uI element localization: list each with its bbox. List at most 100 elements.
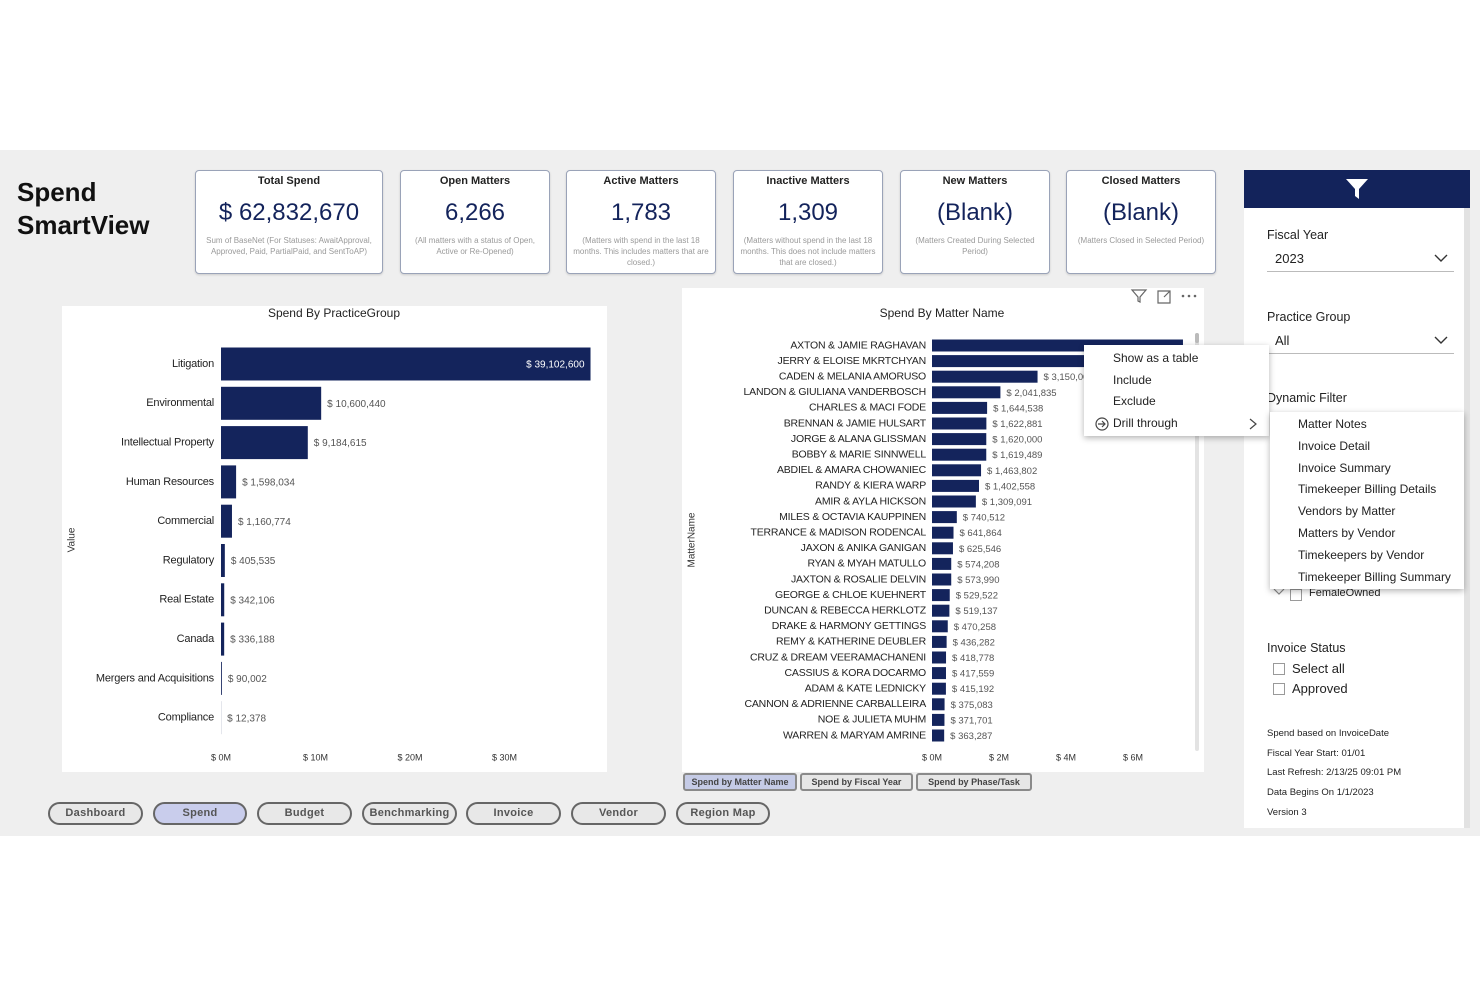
funnel (1346, 179, 1368, 199)
chevron (1434, 336, 1448, 344)
chevron-down (1434, 254, 1448, 262)
kpi-note: (Matters Closed in Selected Period) (1077, 236, 1205, 245)
submenu-item[interactable]: Vendors by Matter (1270, 501, 1464, 522)
kpi-value: 1,309 (777, 199, 839, 226)
kpi-note: Sum of BaseNet (For Statuses: AwaitAppro… (206, 236, 372, 256)
submenu-item[interactable]: Invoice Detail (1270, 436, 1464, 457)
funnel-icon (1346, 179, 1368, 199)
submenu-item-label: Matter Notes (1298, 417, 1367, 431)
checkbox-label: FemaleOwned (1309, 587, 1381, 599)
scrollbar-thumb (1195, 333, 1199, 343)
kpi-card: New Matters (Blank) (Matters Created Durin… (900, 170, 1050, 274)
submenu-item-label: Matters by Vendor (1298, 526, 1396, 540)
chevron-right (1249, 418, 1257, 430)
menu-item[interactable]: Exclude (1084, 391, 1269, 412)
submenu-arrow (1249, 418, 1257, 430)
kpi-value: (Blank) (936, 199, 1014, 226)
kpi-card: Total Spend $ 62,832,670 Sum of BaseNet (F… (195, 170, 383, 274)
more-icon (1181, 294, 1185, 298)
filter-icon (1130, 289, 1148, 303)
kpi-title: Closed Matters (1101, 175, 1181, 187)
filter-label: Invoice Status (1267, 641, 1346, 655)
menu-item-label: Show as a table (1113, 351, 1199, 365)
dropdown[interactable]: All (1267, 327, 1454, 354)
checkbox[interactable] (1273, 683, 1285, 695)
submenu-item-label: Timekeeper Billing Details (1298, 482, 1437, 497)
menu-item[interactable]: Show as a table (1084, 348, 1269, 369)
submenu-item-label: Timekeeper Billing Summary (1298, 569, 1451, 584)
kpi-title: Total Spend (257, 175, 321, 187)
submenu-item[interactable]: Invoice Summary (1270, 458, 1464, 479)
kpi-title: New Matters (942, 175, 1008, 187)
chart-view-button[interactable]: Spend by Fiscal Year (800, 773, 913, 791)
submenu-item[interactable]: Timekeeper Billing Details (1270, 479, 1464, 500)
submenu-item-label: Timekeepers by Vendor (1298, 547, 1425, 562)
chevron (1273, 588, 1285, 595)
checkbox-label: Select all (1292, 661, 1345, 676)
nav-tab[interactable]: Benchmarking (362, 802, 457, 825)
kpi-card: Open Matters 6,266 (All matters with a sta… (400, 170, 550, 274)
info-note: Version 3 (1267, 806, 1307, 818)
kpi-title: Active Matters (603, 175, 679, 187)
report-title: Spend SmartView (17, 177, 150, 240)
info-note: Spend based on InvoiceDate (1267, 728, 1390, 739)
focus-icon (1157, 290, 1171, 304)
checkbox-label: Approved (1292, 681, 1348, 696)
expand-chevron (1273, 588, 1285, 595)
menu-item[interactable]: Include (1084, 370, 1269, 391)
visual-header-icons (1130, 289, 1197, 304)
menu-item-label: Drill through (1113, 416, 1178, 431)
filter-label: Practice Group (1267, 310, 1351, 324)
submenu: Matter Notes Invoice Detail Invoice Summar… (1270, 412, 1464, 589)
nav-tab[interactable]: Dashboard (48, 802, 143, 825)
nav-tab[interactable]: Budget (257, 802, 352, 825)
dropdown-value: All (1275, 333, 1290, 348)
chart-view-button[interactable]: Spend by Matter Name (683, 773, 797, 791)
chevron (1434, 254, 1448, 262)
dropdown[interactable]: 2023 (1267, 245, 1454, 272)
submenu-item[interactable]: Matters by Vendor (1270, 523, 1464, 544)
kpi-note: (Matters without spend in the last 18 mo… (740, 236, 876, 267)
menu-item-label: Include (1113, 372, 1152, 387)
menu-item-label: Exclude (1113, 394, 1156, 409)
filter-pane-header (1244, 170, 1470, 208)
nav-tab[interactable]: Invoice (466, 802, 561, 825)
chart-panel (62, 306, 607, 772)
scrollbar (1195, 333, 1199, 751)
filter-label: Dynamic Filter (1267, 391, 1347, 405)
info-note: Data Begins On 1/1/2023 (1267, 787, 1374, 799)
checkbox[interactable] (1273, 663, 1285, 675)
dropdown-value: 2023 (1275, 251, 1304, 266)
context-menu: Show as a table Include Exclude Drill throu… (1084, 345, 1269, 436)
submenu-item[interactable]: Timekeepers by Vendor (1270, 545, 1464, 566)
kpi-value: 1,783 (610, 199, 672, 226)
kpi-note: (Matters with spend in the last 18 month… (573, 236, 709, 267)
kpi-value: $ 62,832,670 (218, 199, 360, 226)
checkbox[interactable] (1290, 589, 1302, 601)
kpi-card: Closed Matters (Blank) (Matters Closed in … (1066, 170, 1216, 274)
menu-item[interactable]: Drill through (1084, 413, 1269, 434)
nav-tab[interactable]: Spend (153, 802, 247, 825)
kpi-note: (Matters Created During Selected Period) (915, 236, 1035, 256)
kpi-value: 6,266 (444, 199, 506, 226)
more-icon (1187, 294, 1191, 298)
kpi-card: Inactive Matters 1,309 (Matters without sp… (733, 170, 883, 274)
kpi-value: (Blank) (1102, 199, 1180, 226)
info-note: Last Refresh: 2/13/25 09:01 PM (1267, 767, 1402, 779)
more-icon (1193, 294, 1197, 298)
submenu-item-label: Invoice Summary (1298, 460, 1391, 475)
submenu-item[interactable]: Matter Notes (1270, 414, 1464, 435)
nav-tab[interactable]: Region Map (676, 802, 770, 825)
submenu-item[interactable]: Timekeeper Billing Summary (1270, 567, 1464, 588)
nav-tab[interactable]: Vendor (571, 802, 666, 825)
kpi-note: (All matters with a status of Open, Acti… (414, 236, 536, 256)
filter-label: Fiscal Year (1267, 228, 1329, 242)
chart-view-button[interactable]: Spend by Phase/Task (916, 773, 1032, 791)
submenu-item-label: Invoice Detail (1298, 438, 1371, 453)
kpi-title: Open Matters (439, 175, 511, 187)
submenu-item-label: Vendors by Matter (1298, 504, 1396, 519)
drill-icon (1095, 417, 1109, 431)
chevron-down (1434, 336, 1448, 344)
info-note: Fiscal Year Start: 01/01 (1267, 747, 1366, 759)
